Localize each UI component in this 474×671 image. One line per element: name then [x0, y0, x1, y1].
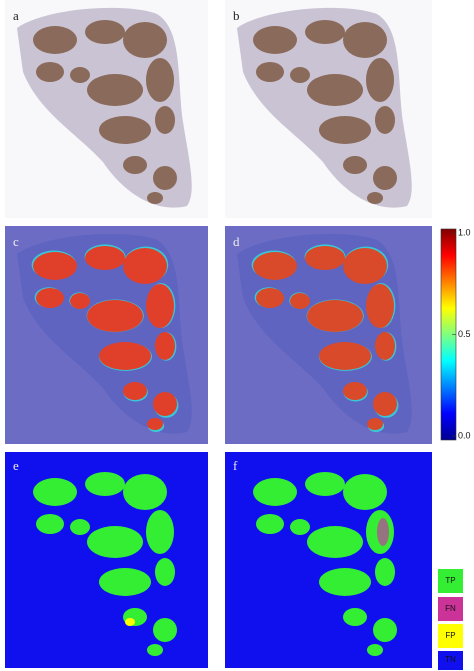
legend-label: FP [445, 631, 455, 640]
panel-a: a [5, 0, 208, 218]
panel-label: c [13, 234, 19, 249]
panel-d: d [225, 226, 432, 444]
legend-swatch [438, 624, 463, 648]
legend: TP FN FP TN [438, 569, 463, 670]
legend-label: TN [445, 655, 456, 664]
panel-b: b [225, 0, 432, 218]
panel-label: a [13, 8, 19, 23]
legend-label: FN [445, 604, 456, 613]
panel-label: e [13, 458, 19, 473]
panel-label: b [233, 8, 240, 23]
panel-c: c [5, 226, 208, 444]
panel-e: e [5, 452, 208, 668]
legend-swatch [438, 569, 463, 593]
legend-swatch [438, 651, 463, 670]
colorbar-ticks: 0.0 0.5 1.0 [452, 227, 471, 440]
panel-label: d [233, 234, 240, 249]
colorbar-tick-label: 0.0 [458, 430, 471, 440]
panel-label: f [233, 458, 238, 473]
colorbar-tick-label: 0.5 [458, 329, 471, 339]
legend-swatch [438, 597, 463, 621]
panel-f: f [225, 452, 432, 668]
legend-label: TP [445, 576, 455, 585]
colorbar-tick-label: 1.0 [458, 227, 471, 237]
